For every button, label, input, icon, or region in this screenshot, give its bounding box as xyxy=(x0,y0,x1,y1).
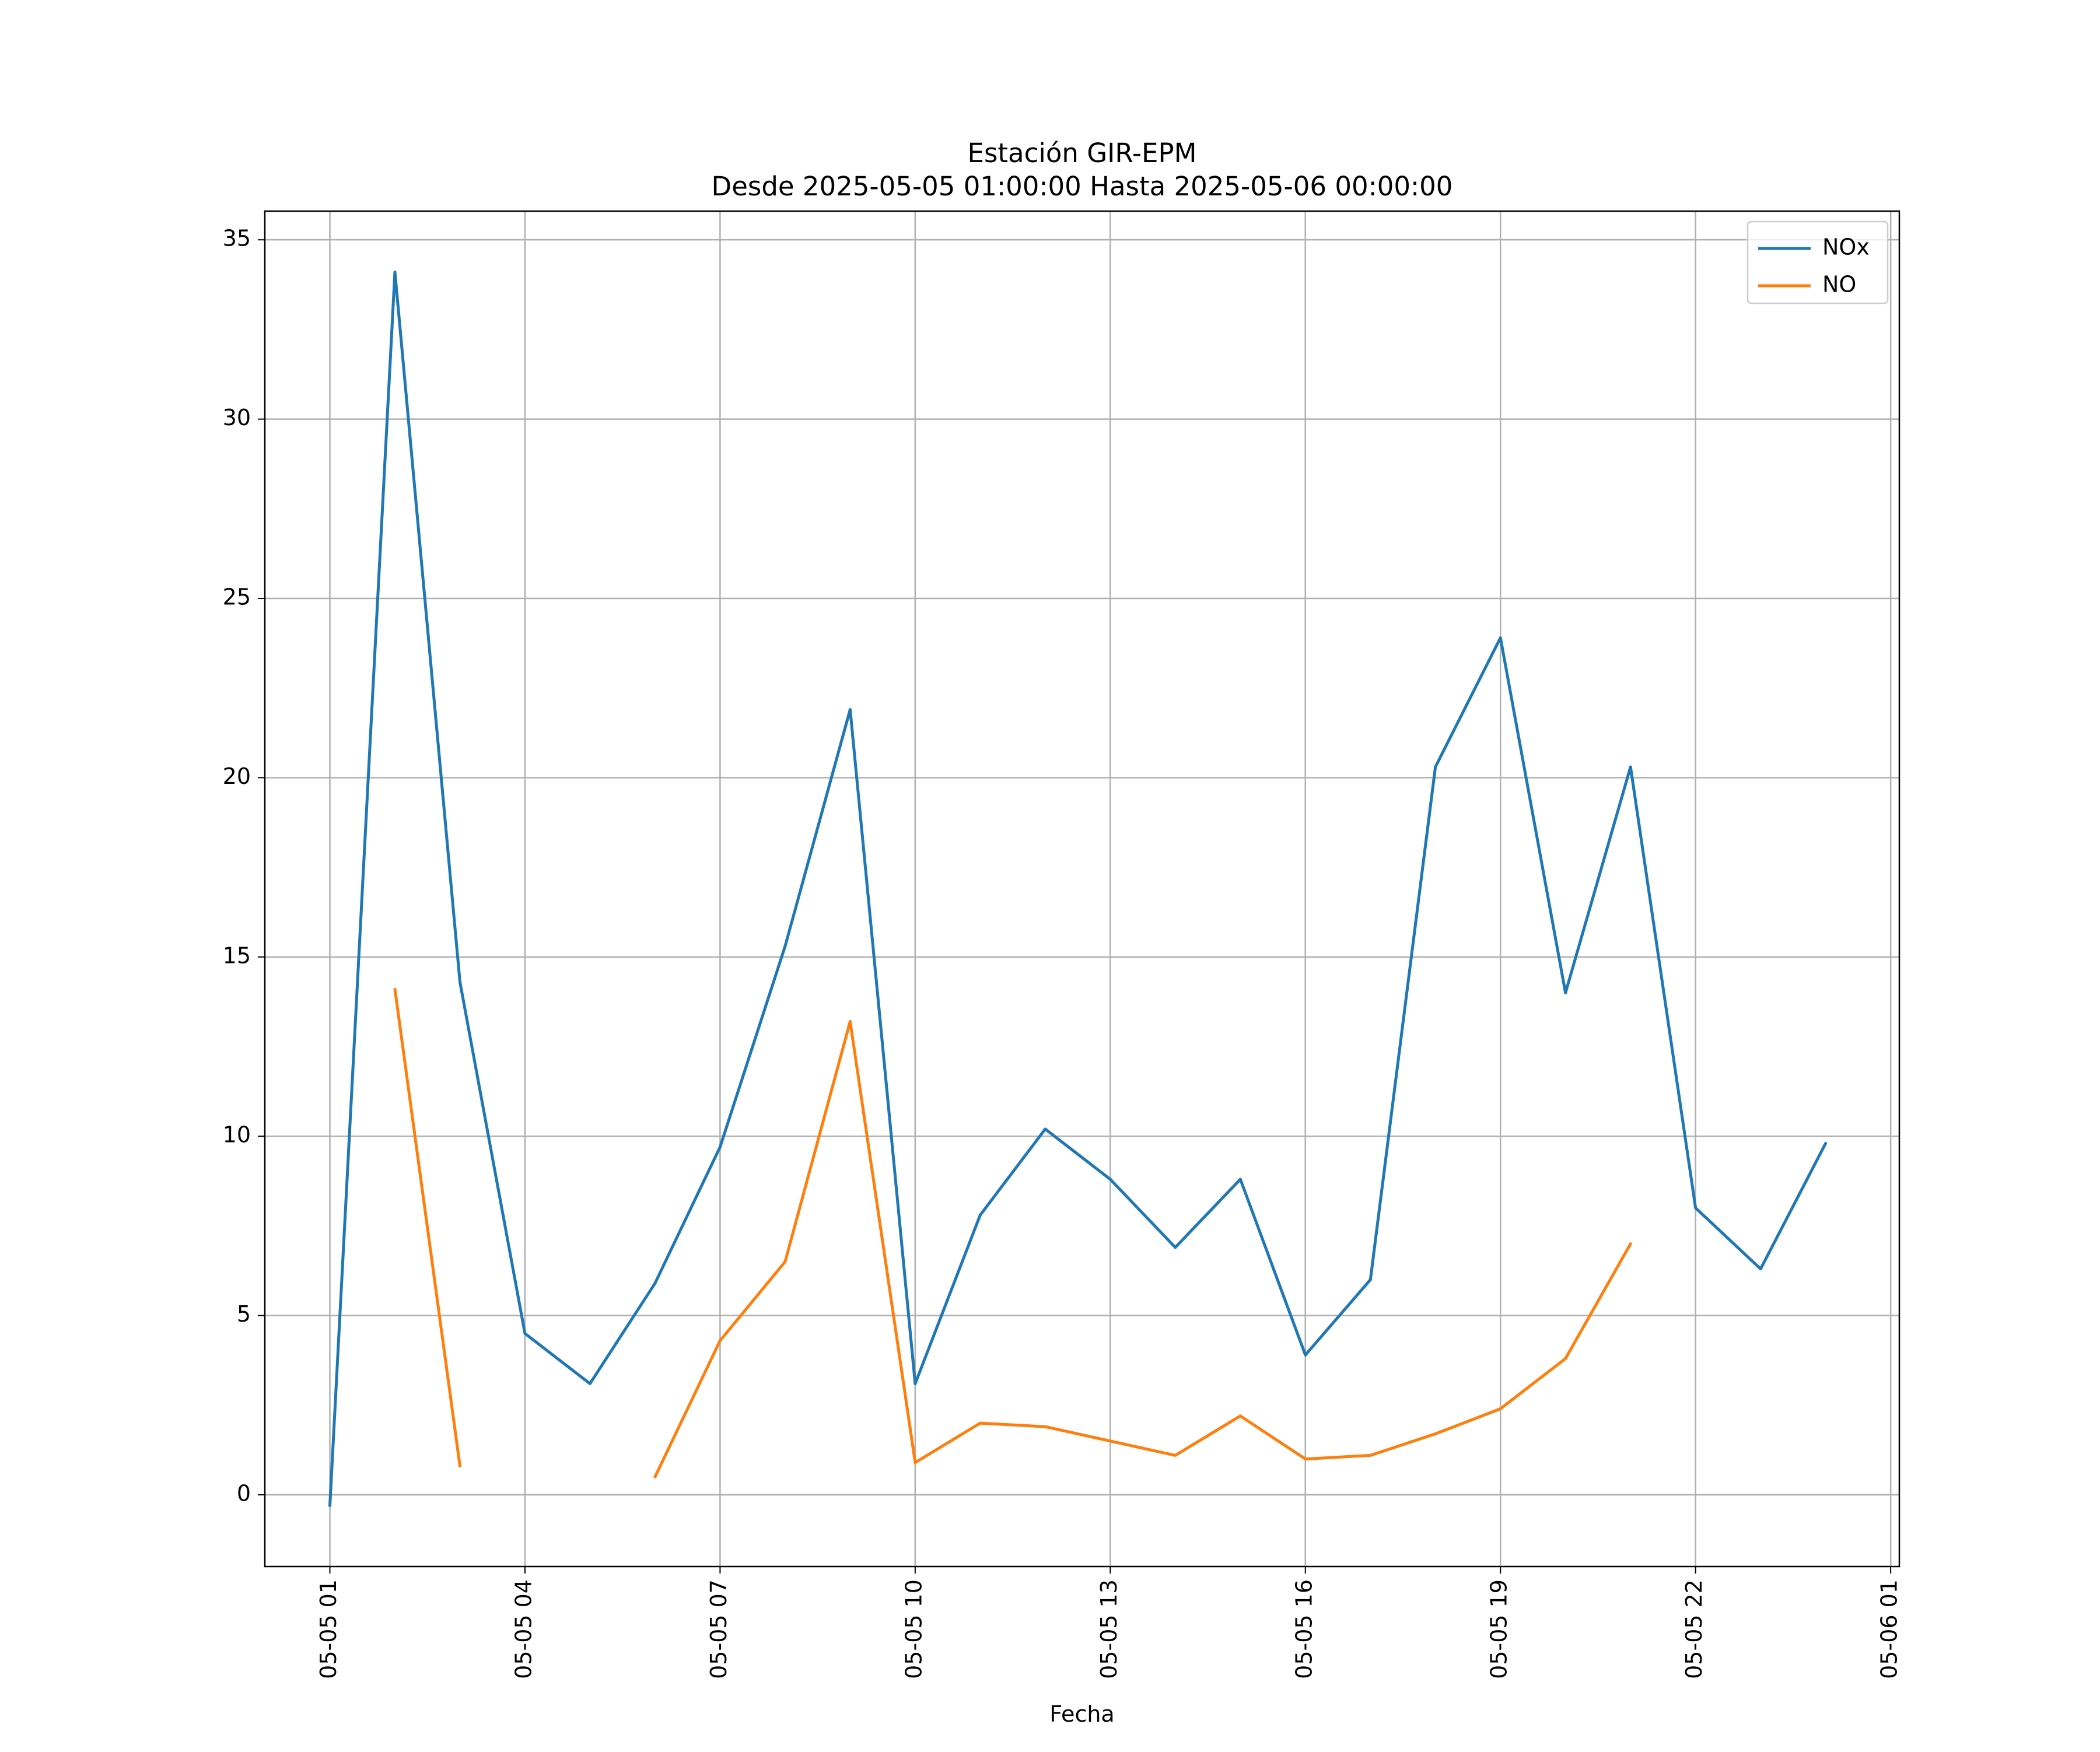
data-point-no xyxy=(653,1475,657,1478)
x-axis: 05-05 01 05-05 04 05-05 07 05-05 10 05-05 13… xyxy=(316,1567,1902,1679)
chart-title: Estación GIR-EPM xyxy=(968,138,1197,169)
legend-label-nox: NOx xyxy=(1822,234,1870,260)
plot-area-frame xyxy=(264,210,1901,1568)
data-point-nox xyxy=(1238,1178,1242,1181)
data-point-nox xyxy=(653,1281,657,1285)
legend-label-no: NO xyxy=(1822,272,1856,297)
chart-subtitle: Desde 2025-05-05 01:00:00 Hasta 2025-05-… xyxy=(712,171,1453,202)
data-point-nox xyxy=(328,1504,331,1507)
data-point-nox xyxy=(588,1382,592,1385)
data-point-no xyxy=(1108,1439,1112,1443)
data-point-nox xyxy=(1174,1246,1177,1249)
grid-lines xyxy=(265,211,1899,1567)
data-point-nox xyxy=(1564,991,1567,994)
data-point-nox xyxy=(978,1213,982,1217)
y-tick-label: 20 xyxy=(223,763,251,789)
data-point-nox xyxy=(1759,1267,1762,1271)
data-point-no xyxy=(393,987,397,991)
series-lines xyxy=(328,271,1828,1507)
data-point-no xyxy=(783,1260,787,1263)
y-axis: 0 5 10 15 20 25 30 35 xyxy=(223,226,265,1506)
data-point-no xyxy=(848,1019,852,1023)
data-point-no xyxy=(1044,1425,1047,1428)
legend-box xyxy=(1746,220,1889,304)
data-point-nox xyxy=(1434,765,1437,769)
x-tick-label: 05-05 13 xyxy=(1096,1579,1122,1679)
data-point-no xyxy=(1238,1414,1242,1418)
data-point-no xyxy=(978,1421,982,1425)
series-line-no xyxy=(393,989,461,1467)
x-tick-label: 05-05 04 xyxy=(510,1579,536,1679)
y-tick-label: 10 xyxy=(223,1122,251,1148)
data-point-nox xyxy=(1044,1127,1047,1131)
y-tick-label: 30 xyxy=(223,405,251,430)
data-point-no xyxy=(914,1461,917,1464)
x-tick-label: 05-05 19 xyxy=(1486,1579,1512,1679)
data-point-no xyxy=(1174,1453,1177,1457)
data-point-no xyxy=(1499,1407,1502,1410)
x-tick-label: 05-05 10 xyxy=(901,1579,926,1679)
data-point-nox xyxy=(1824,1142,1828,1145)
series-line-nox xyxy=(328,271,1827,1506)
x-tick-label: 05-05 16 xyxy=(1291,1579,1317,1679)
legend: NOx NO xyxy=(1746,220,1889,304)
data-point-nox xyxy=(1629,765,1632,769)
y-tick-label: 5 xyxy=(237,1301,251,1327)
series-line-no xyxy=(653,1020,1632,1478)
data-point-nox xyxy=(1368,1278,1372,1281)
data-point-no xyxy=(458,1464,461,1468)
data-point-nox xyxy=(1304,1353,1307,1357)
x-tick-label: 05-06 01 xyxy=(1877,1579,1902,1679)
data-point-nox xyxy=(848,708,852,712)
data-point-nox xyxy=(393,271,397,274)
y-tick-label: 35 xyxy=(223,226,251,251)
data-point-nox xyxy=(1694,1206,1698,1210)
y-tick-label: 25 xyxy=(223,584,251,610)
data-point-nox xyxy=(783,944,787,948)
data-point-no xyxy=(1368,1453,1372,1457)
data-point-nox xyxy=(1108,1178,1112,1181)
x-tick-label: 05-05 01 xyxy=(316,1579,341,1679)
x-tick-label: 05-05 07 xyxy=(706,1579,732,1679)
data-point-nox xyxy=(718,1145,722,1149)
x-axis-label: Fecha xyxy=(1049,1701,1114,1727)
y-tick-label: 0 xyxy=(237,1481,251,1506)
data-point-no xyxy=(1304,1457,1307,1461)
data-point-no xyxy=(718,1339,722,1343)
data-point-nox xyxy=(458,980,461,984)
data-point-no xyxy=(1564,1357,1567,1360)
y-tick-label: 15 xyxy=(223,942,251,968)
data-point-nox xyxy=(1499,636,1502,640)
data-point-no xyxy=(1629,1242,1632,1246)
x-tick-label: 05-05 22 xyxy=(1681,1579,1707,1679)
data-point-nox xyxy=(523,1331,527,1335)
data-point-nox xyxy=(914,1382,917,1385)
data-point-no xyxy=(1434,1432,1437,1436)
